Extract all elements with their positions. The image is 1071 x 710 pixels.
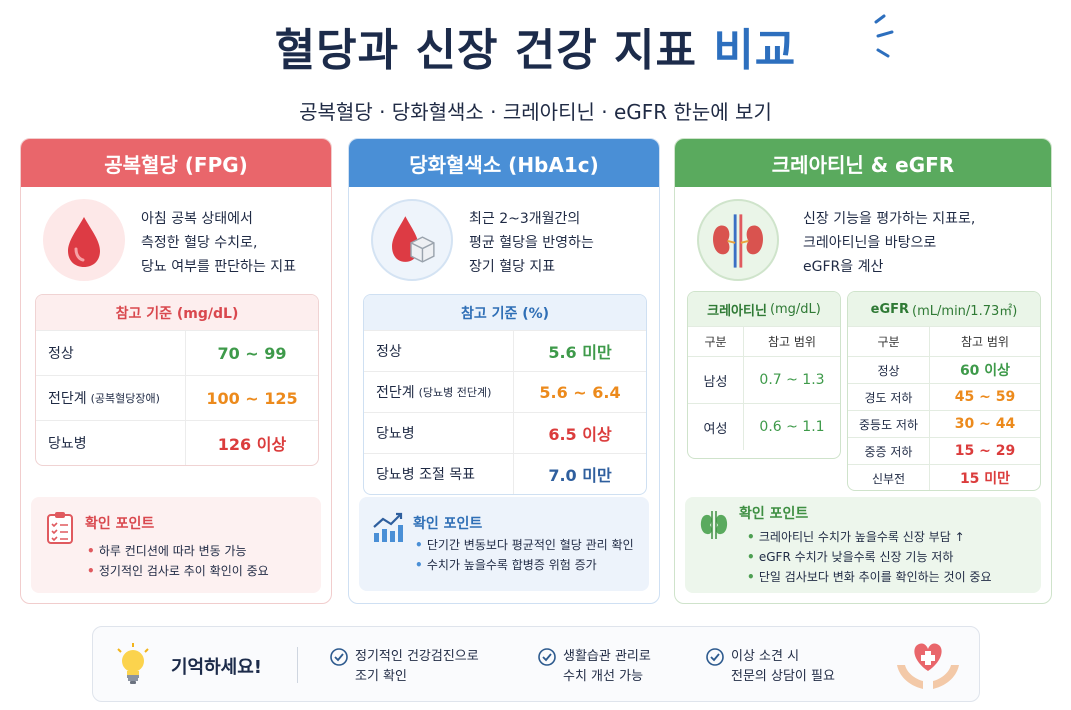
table-row: 정상 70 ~ 99 xyxy=(36,330,318,375)
list-item: 하루 컨디션에 따라 변동 가능 xyxy=(87,541,269,561)
remember-label: 기억하세요! xyxy=(171,657,263,678)
title-highlight: 비교 xyxy=(713,25,797,76)
hba1c-card-header: 당화혈색소 (HbA1c) xyxy=(349,139,659,187)
list-item: 정기적인 검사로 추이 확인이 중요 xyxy=(87,561,269,581)
trend-chart-icon xyxy=(373,512,403,542)
divider xyxy=(297,647,298,683)
list-item: 수치가 높을수록 합병증 위험 증가 xyxy=(415,555,634,575)
tip-item: 정기적인 건강검진으로 조기 확인 xyxy=(329,647,479,687)
table-row: 전단계 (당뇨병 전단계) 5.6 ~ 6.4 xyxy=(364,371,646,412)
tip-item: 생활습관 관리로 수치 개선 가능 xyxy=(537,647,651,687)
table-row: 남성 0.7 ~ 1.3 xyxy=(688,356,840,403)
fpg-card-header: 공복혈당 (FPG) xyxy=(21,139,331,187)
remember-banner: 기억하세요! 정기적인 건강검진으로 조기 확인 생활습관 관리로 수치 개선 가능… xyxy=(92,626,980,702)
kidney-description: 신장 기능을 평가하는 지표로, 크레아티닌을 바탕으로 eGFR을 계산 xyxy=(803,211,976,275)
kidney-check-points: 확인 포인트 크레아티닌 수치가 높을수록 신장 부담 ↑eGFR 수치가 낮을… xyxy=(685,497,1041,593)
list-item: 단일 검사보다 변화 추이를 확인하는 것이 중요 xyxy=(747,567,992,587)
sparkle-icon xyxy=(874,14,894,58)
kidney-card: 크레아티닌 & eGFR 신장 기능을 평가하는 지표로, 크레아티닌을 바탕으로… xyxy=(674,138,1052,604)
fpg-check-points: 확인 포인트 하루 컨디션에 따라 변동 가능정기적인 검사로 추이 확인이 중… xyxy=(31,497,321,593)
kidney-small-icon xyxy=(700,511,728,539)
table-row: 중등도 저하 30 ~ 44 xyxy=(848,410,1040,437)
check-circle-icon xyxy=(538,648,556,666)
kidney-card-header: 크레아티닌 & eGFR xyxy=(675,139,1051,187)
hba1c-reference-title: 참고 기준 (%) xyxy=(364,295,646,330)
table-row: 당뇨병 126 이상 xyxy=(36,420,318,465)
hba1c-description: 최근 2~3개월간의 평균 혈당을 반영하는 장기 혈당 지표 xyxy=(469,211,594,275)
list-item: 크레아티닌 수치가 높을수록 신장 부담 ↑ xyxy=(747,527,992,547)
table-row: 정상 60 이상 xyxy=(848,356,1040,383)
check-circle-icon xyxy=(706,648,724,666)
table-row: 당뇨병 6.5 이상 xyxy=(364,412,646,453)
lightbulb-icon xyxy=(117,643,149,684)
fpg-reference-title: 참고 기준 (mg/dL) xyxy=(36,295,318,330)
table-row: 여성 0.6 ~ 1.1 xyxy=(688,403,840,450)
heart-hands-icon xyxy=(897,643,959,689)
fpg-reference-table: 참고 기준 (mg/dL) 정상 70 ~ 99 전단계 (공복혈당장애) 100 ~… xyxy=(35,294,319,466)
table-row: 경도 저하 45 ~ 59 xyxy=(848,383,1040,410)
tip-item: 이상 소견 시 전문의 상담이 필요 xyxy=(705,647,835,687)
egfr-table: eGFR (mL/min/1.73㎡) 구분 참고 범위 정상 60 이상 경도 저하… xyxy=(847,291,1041,491)
table-row: 신부전 15 미만 xyxy=(848,464,1040,490)
fpg-card: 공복혈당 (FPG) 아침 공복 상태에서 측정한 혈당 수치로, 당뇨 여부를 판… xyxy=(20,138,332,604)
hba1c-card: 당화혈색소 (HbA1c) 최근 2~3개월간의 평균 혈당을 반영하는 장기 혈당… xyxy=(348,138,660,604)
creatinine-table: 크레아티닌 (mg/dL) 구분 참고 범위 남성 0.7 ~ 1.3 여성 0.6 ~… xyxy=(687,291,841,459)
checklist-icon xyxy=(47,512,73,544)
table-row: 전단계 (공복혈당장애) 100 ~ 125 xyxy=(36,375,318,420)
page-subtitle: 공복혈당 · 당화혈색소 · 크레아티닌 · eGFR 한눈에 보기 xyxy=(299,100,772,124)
kidneys-icon xyxy=(697,199,779,281)
blood-drop-cube-icon xyxy=(371,199,453,281)
table-row: 중증 저하 15 ~ 29 xyxy=(848,437,1040,464)
table-row: 당뇨병 조절 목표 7.0 미만 xyxy=(364,453,646,494)
hba1c-reference-table: 참고 기준 (%) 정상 5.6 미만 전단계 (당뇨병 전단계) 5.6 ~ 6.4… xyxy=(363,294,647,495)
check-circle-icon xyxy=(330,648,348,666)
blood-drop-icon xyxy=(43,199,125,281)
list-item: 단기간 변동보다 평균적인 혈당 관리 확인 xyxy=(415,535,634,555)
fpg-description: 아침 공복 상태에서 측정한 혈당 수치로, 당뇨 여부를 판단하는 지표 xyxy=(141,211,297,275)
table-row: 정상 5.6 미만 xyxy=(364,330,646,371)
page-title: 혈당과 신장 건강 지표 비교 xyxy=(274,25,797,76)
hba1c-check-points: 확인 포인트 단기간 변동보다 평균적인 혈당 관리 확인수치가 높을수록 합병… xyxy=(359,497,649,591)
list-item: eGFR 수치가 낮을수록 신장 기능 저하 xyxy=(747,547,992,567)
